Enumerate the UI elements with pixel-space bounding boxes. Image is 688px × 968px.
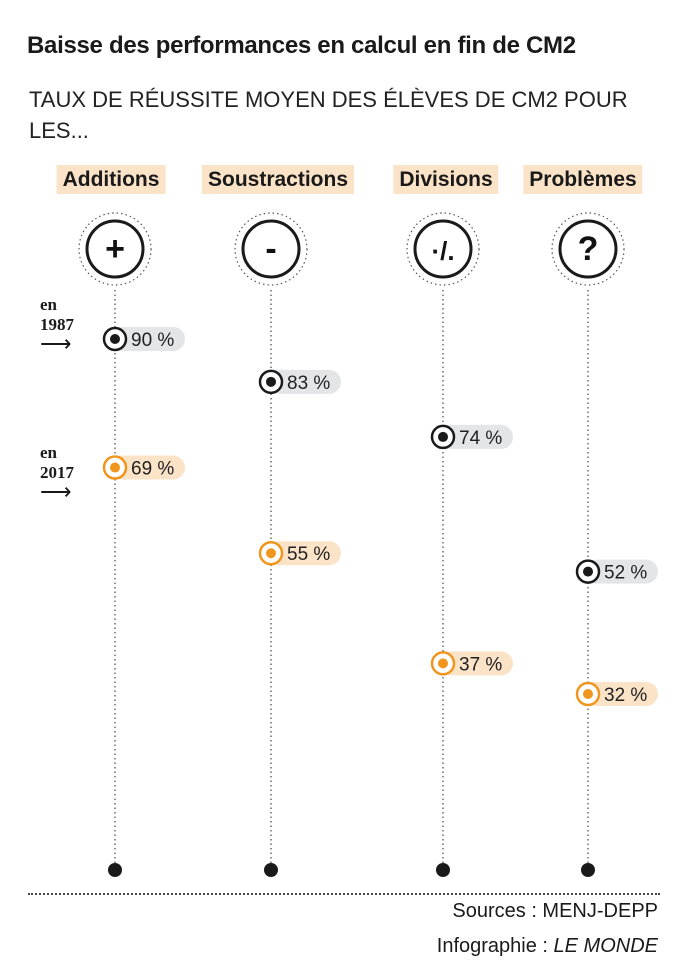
end-dot-additions xyxy=(108,863,122,877)
value-label-bg-en-1987-additions xyxy=(111,327,185,351)
category-label-additions: Additions xyxy=(56,165,166,194)
value-label-bg-en-1987-problemes xyxy=(584,559,658,584)
point-en-2017-problemes xyxy=(583,689,593,699)
operation-icon-additions xyxy=(85,219,145,279)
chart-plot-area: + - ·/. ? 90 % 83 % 74 % 52 % 69 % 55 % 37 % 32 % xyxy=(78,212,658,877)
end-dot-divisions xyxy=(436,863,450,877)
category-label-soustractions: Soustractions xyxy=(201,165,355,194)
end-dot-problemes xyxy=(581,863,595,877)
value-label-en-1987-soustractions: 83 % xyxy=(287,373,330,394)
value-label-bg-en-1987-divisions xyxy=(439,424,513,449)
value-label-en-2017-soustractions: 55 % xyxy=(287,544,330,565)
point-en-2017-soustractions xyxy=(266,548,276,559)
value-label-bg-en-1987-soustractions xyxy=(267,369,341,394)
legend-1987-en: en xyxy=(40,295,57,314)
value-label-en-2017-additions: 69 % xyxy=(131,459,174,480)
operation-icon-soustractions xyxy=(241,219,301,279)
category-label-divisions: Divisions xyxy=(393,165,499,194)
value-label-bg-en-2017-problemes xyxy=(584,682,658,706)
legend-1987-arrow-icon: ⟶ xyxy=(40,331,72,356)
value-label-en-1987-problemes: 52 % xyxy=(604,563,647,584)
operation-icon-problemes xyxy=(558,219,618,279)
end-dot-soustractions xyxy=(264,863,278,877)
operation-symbol-divisions: ·/. xyxy=(431,236,454,266)
value-label-bg-en-2017-divisions xyxy=(439,651,513,676)
source-text: Sources : MENJ-DEPP xyxy=(452,900,658,922)
icon-halo-divisions xyxy=(406,212,480,286)
icon-halo-problemes xyxy=(551,212,625,286)
value-label-en-1987-divisions: 74 % xyxy=(459,428,502,449)
chart-subtitle: TAUX DE RÉUSSITE MOYEN DES ÉLÈVES DE CM2… xyxy=(29,87,628,143)
legend-1987-year: 1987 xyxy=(40,315,74,334)
point-en-1987-divisions xyxy=(438,431,448,442)
operation-symbol-soustractions: - xyxy=(265,230,276,268)
credit-prefix: Infographie : xyxy=(436,935,554,957)
value-label-bg-en-2017-soustractions xyxy=(267,541,341,566)
icon-halo-soustractions xyxy=(234,212,308,286)
point-en-2017-additions xyxy=(110,462,120,473)
operation-icon-divisions xyxy=(413,219,473,279)
value-label-bg-en-2017-additions xyxy=(111,455,185,480)
value-label-en-2017-problemes: 32 % xyxy=(604,685,647,706)
footer-divider xyxy=(28,893,660,895)
point-en-1987-soustractions xyxy=(266,376,276,387)
point-en-1987-problemes xyxy=(583,566,593,577)
legend-2017: en 2017 xyxy=(40,443,74,483)
operation-symbol-problemes: ? xyxy=(578,230,599,268)
legend-1987: en 1987 xyxy=(40,295,74,335)
legend-2017-arrow-icon: ⟶ xyxy=(40,479,72,504)
credit-name: LE MONDE xyxy=(553,935,658,957)
icon-halo-additions xyxy=(78,212,152,286)
value-label-en-2017-divisions: 37 % xyxy=(459,654,502,675)
category-label-problemes: Problèmes xyxy=(523,165,643,194)
legend-2017-en: en xyxy=(40,443,57,462)
point-en-2017-divisions xyxy=(438,658,448,669)
point-en-1987-additions xyxy=(110,334,120,344)
value-label-en-1987-additions: 90 % xyxy=(131,330,174,351)
legend-2017-year: 2017 xyxy=(40,463,74,482)
chart-title: Baisse des performances en calcul en fin… xyxy=(27,32,576,59)
credit-text: Infographie : LE MONDE xyxy=(437,935,658,958)
operation-symbol-additions: + xyxy=(105,230,125,268)
